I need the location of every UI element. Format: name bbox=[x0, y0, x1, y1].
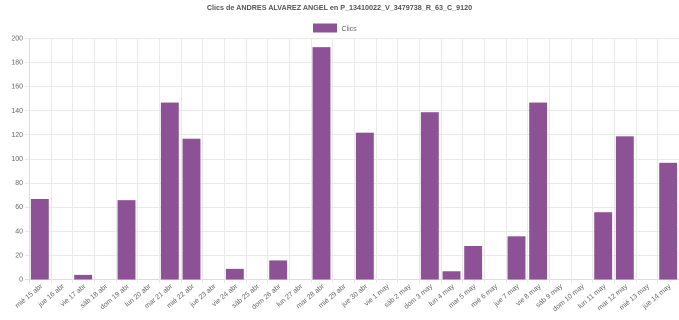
y-axis: 0 20 40 60 80 100 120 140 160 180 200 bbox=[11, 36, 23, 284]
y-tick-label: 40 bbox=[15, 228, 23, 235]
bar-vie-24-abr bbox=[225, 268, 244, 280]
bar-mié-15-abr bbox=[30, 198, 49, 280]
gridlines bbox=[25, 38, 679, 283]
chart-title: Clics de ANDRES ALVAREZ ANGEL en P_13410… bbox=[207, 3, 472, 12]
bar-lun-4-may bbox=[442, 271, 461, 280]
y-tick-label: 180 bbox=[11, 60, 23, 67]
y-tick-label: 160 bbox=[11, 84, 23, 91]
y-tick-label: 100 bbox=[11, 156, 23, 163]
bar-dom-19-abr bbox=[117, 200, 136, 280]
y-tick-label: 120 bbox=[11, 132, 23, 139]
bar-mié-22-abr bbox=[182, 138, 201, 280]
y-tick-label: 0 bbox=[19, 277, 23, 284]
bars bbox=[30, 47, 678, 280]
y-tick-label: 140 bbox=[11, 108, 23, 115]
bar-mar-12-may bbox=[615, 136, 634, 280]
bar-vie-8-may bbox=[529, 102, 548, 280]
bar-mar-28-abr bbox=[312, 47, 331, 280]
bar-jue-14-may bbox=[659, 162, 678, 280]
legend-swatch-clics[interactable] bbox=[313, 23, 337, 33]
y-tick-label: 200 bbox=[11, 36, 23, 43]
y-tick-label: 20 bbox=[15, 252, 23, 259]
bar-mar-21-abr bbox=[160, 102, 179, 280]
bar-lun-11-may bbox=[594, 212, 613, 280]
y-tick-label: 80 bbox=[15, 180, 23, 187]
bar-mar-5-may bbox=[464, 245, 483, 280]
bar-dom-3-may bbox=[420, 112, 439, 280]
bar-dom-26-abr bbox=[269, 260, 288, 280]
legend-label-clics[interactable]: Clics bbox=[342, 26, 358, 33]
bar-vie-17-abr bbox=[74, 274, 93, 280]
legend[interactable]: Clics bbox=[313, 23, 358, 33]
bar-jue-7-may bbox=[507, 236, 526, 280]
y-tick-label: 60 bbox=[15, 204, 23, 211]
bar-jue-30-abr bbox=[355, 132, 374, 280]
